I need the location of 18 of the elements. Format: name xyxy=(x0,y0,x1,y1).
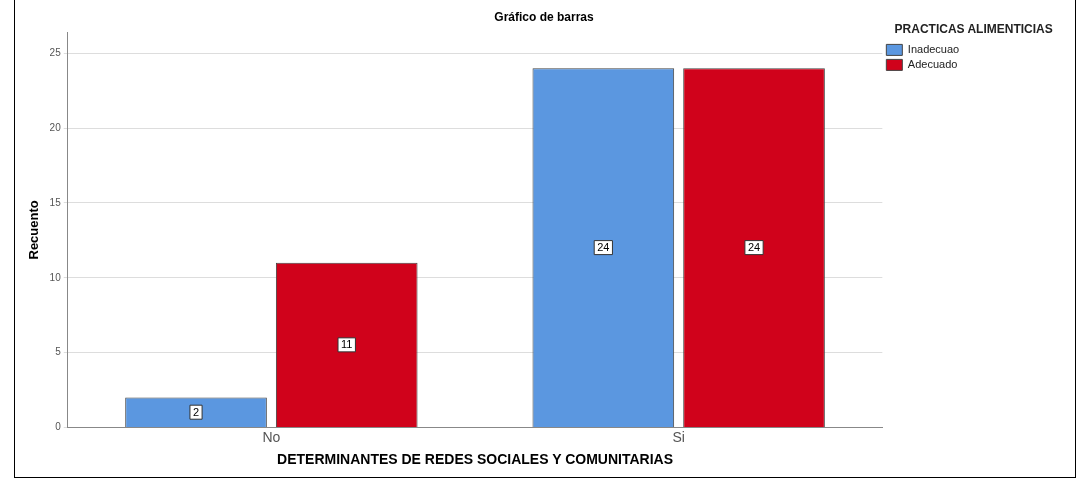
data-label: 2 xyxy=(192,405,200,418)
y-tick-label: 15 xyxy=(49,196,62,208)
y-tick-label: 10 xyxy=(49,271,62,283)
data-label: 24 xyxy=(597,241,610,254)
legend-label: Adecuado xyxy=(907,57,958,70)
data-label: 11 xyxy=(341,338,353,351)
y-tick-label: 25 xyxy=(49,47,62,59)
x-tick-label: No xyxy=(262,428,281,445)
legend-label: Inadecuao xyxy=(907,42,960,55)
y-tick-label: 0 xyxy=(55,421,62,433)
y-axis-title: Recuento xyxy=(26,200,42,260)
x-axis-title: DETERMINANTES DE REDES SOCIALES Y COMUNITARIAS xyxy=(277,451,673,468)
x-tick-label: Si xyxy=(672,428,685,445)
y-tick-label: 20 xyxy=(49,121,62,133)
legend-title: PRACTICAS ALIMENTICIAS xyxy=(894,22,1053,37)
data-label: 24 xyxy=(747,241,761,254)
y-tick-label: 5 xyxy=(55,346,62,358)
chart-title: Gráfico de barras xyxy=(494,9,595,24)
